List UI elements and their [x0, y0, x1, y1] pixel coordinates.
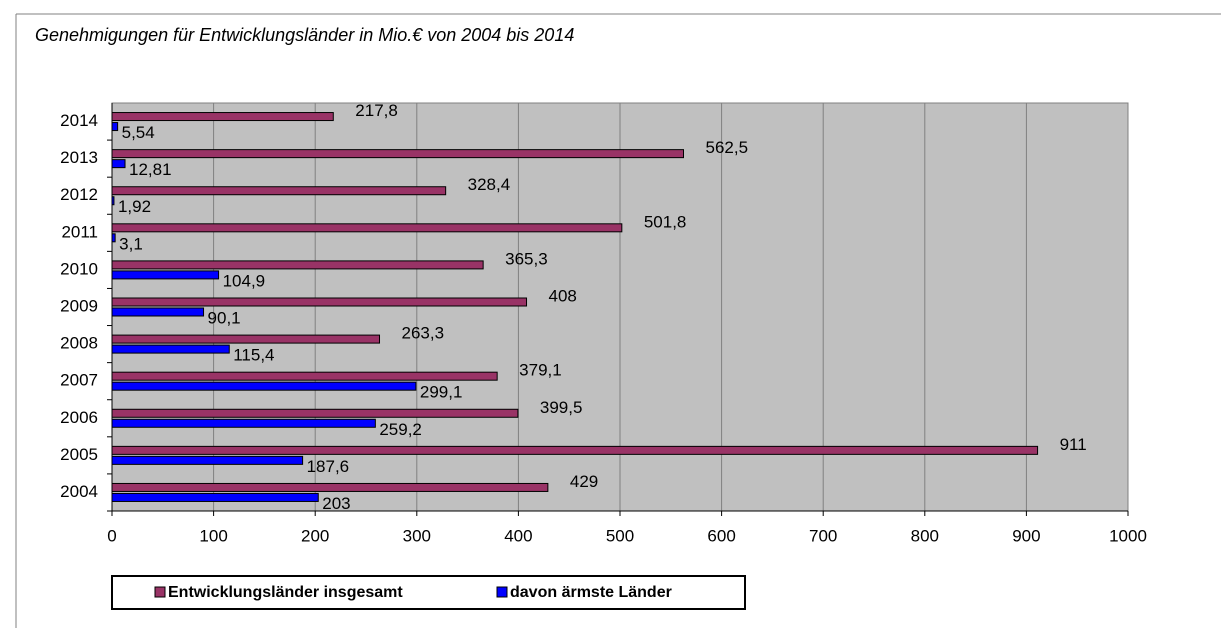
x-tick-label: 800 — [911, 526, 939, 545]
data-label: 187,6 — [307, 457, 350, 476]
y-tick-label: 2005 — [60, 445, 98, 464]
data-label: 263,3 — [402, 324, 445, 343]
data-label: 911 — [1060, 435, 1087, 454]
x-tick-label: 600 — [707, 526, 735, 545]
y-tick-label: 2008 — [60, 334, 98, 353]
x-tick-label: 300 — [403, 526, 431, 545]
data-label: 1,92 — [118, 197, 151, 216]
legend-label: Entwicklungsländer insgesamt — [168, 584, 403, 601]
bar — [111, 344, 230, 354]
data-label: 379,1 — [519, 361, 562, 380]
data-label: 562,5 — [706, 138, 749, 157]
bar — [111, 159, 126, 169]
legend — [111, 575, 746, 610]
data-label: 217,8 — [355, 101, 398, 120]
bar — [111, 455, 304, 465]
bar — [111, 492, 319, 502]
bar — [111, 371, 498, 381]
bar — [111, 307, 205, 317]
x-tick-label: 900 — [1012, 526, 1040, 545]
bar — [111, 381, 417, 391]
y-tick-label: 2012 — [60, 185, 98, 204]
y-tick-label: 2007 — [60, 371, 98, 390]
bar — [111, 482, 549, 492]
bar — [111, 334, 381, 344]
y-tick-label: 2014 — [60, 111, 98, 130]
data-label: 408 — [549, 286, 577, 305]
y-tick-label: 2013 — [60, 148, 98, 167]
data-label: 365,3 — [505, 249, 548, 268]
data-label: 104,9 — [223, 271, 266, 290]
data-label: 203 — [322, 494, 350, 513]
x-tick-label: 0 — [107, 526, 116, 545]
y-tick-label: 2010 — [60, 259, 98, 278]
bar — [111, 445, 1039, 455]
data-label: 328,4 — [468, 175, 511, 194]
x-tick-label: 200 — [301, 526, 329, 545]
x-tick-label: 1000 — [1109, 526, 1147, 545]
y-tick-label: 2004 — [60, 482, 98, 501]
bar — [111, 408, 519, 418]
y-tick-label: 2011 — [61, 222, 98, 241]
y-tick-label: 2009 — [60, 296, 98, 315]
data-label: 3,1 — [119, 234, 143, 253]
bar — [111, 122, 119, 132]
legend-label: davon ärmste Länder — [510, 584, 672, 601]
bar — [111, 112, 334, 122]
bar — [111, 186, 447, 196]
bar — [111, 297, 528, 307]
legend-swatch — [496, 586, 508, 598]
y-tick-label: 2006 — [60, 408, 98, 427]
data-label: 12,81 — [129, 160, 172, 179]
bar — [111, 223, 623, 233]
x-tick-label: 100 — [199, 526, 227, 545]
chart-title: Genehmigungen für Entwicklungsländer in … — [35, 25, 574, 45]
legend-swatch — [154, 586, 166, 598]
bar — [111, 418, 376, 428]
data-label: 429 — [570, 472, 598, 491]
data-label: 90,1 — [208, 308, 241, 327]
data-label: 299,1 — [420, 383, 463, 402]
data-label: 115,4 — [233, 346, 274, 365]
data-label: 399,5 — [540, 398, 583, 417]
data-label: 501,8 — [644, 212, 687, 231]
x-tick-label: 700 — [809, 526, 837, 545]
x-tick-label: 500 — [606, 526, 634, 545]
x-tick-label: 400 — [504, 526, 532, 545]
bar — [111, 270, 220, 280]
data-label: 5,54 — [122, 123, 155, 142]
data-label: 259,2 — [379, 420, 422, 439]
bar — [111, 260, 484, 270]
bar — [111, 149, 684, 159]
